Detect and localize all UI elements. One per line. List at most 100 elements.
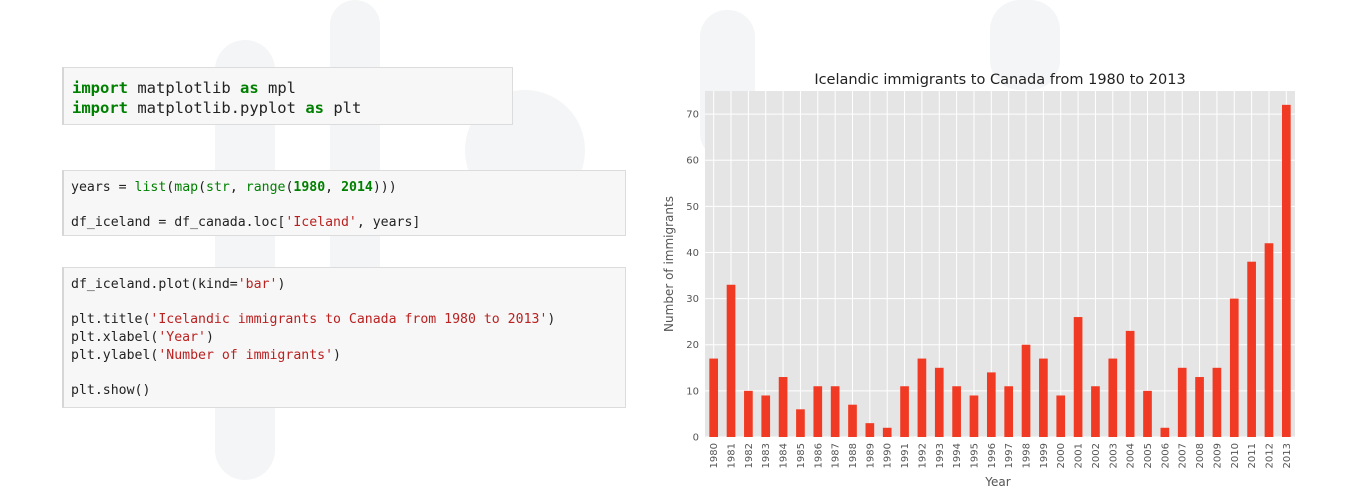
code-token: , xyxy=(229,180,246,195)
code-token: ( xyxy=(166,180,175,195)
code-token: ( xyxy=(285,180,294,195)
y-tick-label: 60 xyxy=(686,156,699,167)
bar-1994 xyxy=(952,386,961,437)
bar-1981 xyxy=(726,284,736,437)
code-token: range xyxy=(245,180,286,195)
bar-2004 xyxy=(1125,330,1135,437)
bar-1992 xyxy=(917,358,927,437)
x-tick-label: 2011 xyxy=(1247,443,1258,468)
code-token: 'bar' xyxy=(237,277,278,292)
bar-1985 xyxy=(796,409,805,437)
code-line: import matplotlib as mpl xyxy=(72,78,512,98)
y-axis-label: Number of immigrants xyxy=(662,196,676,332)
code-token: plt xyxy=(323,99,362,117)
x-tick-label: 1983 xyxy=(761,443,772,468)
x-tick-label: 2010 xyxy=(1230,443,1241,468)
code-token: ))) xyxy=(372,180,397,195)
code-token: years = xyxy=(71,180,135,195)
x-tick-label: 1987 xyxy=(831,443,842,468)
code-cell-imports[interactable]: import matplotlib as mpl import matplotli… xyxy=(62,67,513,125)
bar-2005 xyxy=(1143,390,1152,437)
bar-chart: Icelandic immigrants to Canada from 1980… xyxy=(662,72,1295,489)
bar-1993 xyxy=(934,367,944,437)
x-tick-label: 1995 xyxy=(969,443,980,468)
code-token: as xyxy=(305,99,324,117)
bar-1997 xyxy=(1004,386,1014,437)
bar-2009 xyxy=(1212,367,1222,437)
y-tick-label: 10 xyxy=(686,386,699,397)
x-tick-label: 2006 xyxy=(1160,443,1171,468)
code-token: plt.show() xyxy=(71,383,151,398)
bar-1999 xyxy=(1039,358,1048,437)
bar-1986 xyxy=(813,386,823,437)
bar-2001 xyxy=(1073,317,1083,437)
code-token: plt.title( xyxy=(71,312,151,327)
x-tick-label: 1990 xyxy=(883,443,894,468)
x-tick-label: 2005 xyxy=(1143,443,1154,468)
bar-2007 xyxy=(1177,367,1187,437)
bar-2010 xyxy=(1229,298,1239,437)
bar-2008 xyxy=(1195,377,1204,437)
code-line: plt.show() xyxy=(71,382,625,400)
x-tick-label: 1980 xyxy=(709,443,720,468)
x-tick-label: 2004 xyxy=(1126,443,1137,468)
code-token: str xyxy=(206,180,230,195)
bar-1988 xyxy=(848,404,857,437)
bar-1989 xyxy=(865,423,875,437)
y-tick-label: 30 xyxy=(686,294,699,305)
bar-2000 xyxy=(1056,395,1066,437)
x-tick-label: 1988 xyxy=(848,443,859,468)
bar-2013 xyxy=(1281,104,1291,437)
code-token: plt.ylabel( xyxy=(71,348,159,363)
code-token: ) xyxy=(277,277,286,292)
x-tick-label: 2012 xyxy=(1264,443,1275,468)
code-token: df_iceland = df_canada.loc[ xyxy=(71,215,286,230)
x-tick-label: 1994 xyxy=(952,443,963,468)
x-tick-label: 2007 xyxy=(1178,443,1189,468)
code-token: 'Year' xyxy=(158,330,206,345)
blank-line xyxy=(71,294,625,311)
code-line: plt.ylabel('Number of immigrants') xyxy=(71,347,625,365)
code-line: plt.xlabel('Year') xyxy=(71,329,625,347)
code-token: ) xyxy=(205,330,214,345)
code-token: map xyxy=(174,180,199,195)
code-token: 1980 xyxy=(293,180,326,195)
code-token: df_iceland.plot(kind= xyxy=(71,277,238,292)
bar-1983 xyxy=(761,395,771,437)
y-tick-label: 0 xyxy=(693,433,699,444)
x-tick-label: 1981 xyxy=(727,443,738,468)
code-line: df_iceland.plot(kind='bar') xyxy=(71,276,625,294)
bar-1990 xyxy=(882,427,892,437)
bars xyxy=(709,104,1291,437)
x-tick-label: 1986 xyxy=(813,443,824,468)
bar-2012 xyxy=(1264,243,1274,437)
code-token: 'Icelandic immigrants to Canada from 198… xyxy=(150,312,548,327)
code-token: 2014 xyxy=(341,180,373,195)
x-tick-label: 1999 xyxy=(1039,443,1050,468)
x-tick-label: 1991 xyxy=(900,443,911,468)
y-tick-label: 20 xyxy=(686,340,699,351)
code-token: ) xyxy=(333,348,341,363)
x-tick-label: 2000 xyxy=(1056,443,1067,468)
code-line: df_iceland = df_canada.loc['Iceland', ye… xyxy=(71,214,625,232)
x-tick-label: 1982 xyxy=(744,443,755,468)
x-tick-label: 2008 xyxy=(1195,443,1206,468)
bar-2002 xyxy=(1091,386,1100,437)
x-tick-label: 2013 xyxy=(1282,443,1293,468)
code-cell-plot[interactable]: df_iceland.plot(kind='bar') plt.title('Ic… xyxy=(62,267,626,408)
bar-1982 xyxy=(744,390,753,437)
code-line: years = list(map(str, range(1980, 2014))… xyxy=(71,179,625,197)
x-tick-label: 1984 xyxy=(779,443,790,468)
bar-1991 xyxy=(900,386,909,437)
bar-2003 xyxy=(1108,358,1118,437)
x-tick-label: 2009 xyxy=(1212,443,1223,468)
y-tick-label: 40 xyxy=(686,248,699,259)
code-cell-data[interactable]: years = list(map(str, range(1980, 2014))… xyxy=(62,170,626,236)
y-tick-label: 50 xyxy=(686,202,699,213)
code-token: import xyxy=(72,79,128,97)
bar-1998 xyxy=(1021,344,1031,437)
x-tick-label: 1989 xyxy=(865,443,876,468)
code-token: matplotlib xyxy=(128,79,240,97)
code-token: matplotlib.pyplot xyxy=(128,99,306,117)
code-token: plt.xlabel( xyxy=(71,330,159,345)
